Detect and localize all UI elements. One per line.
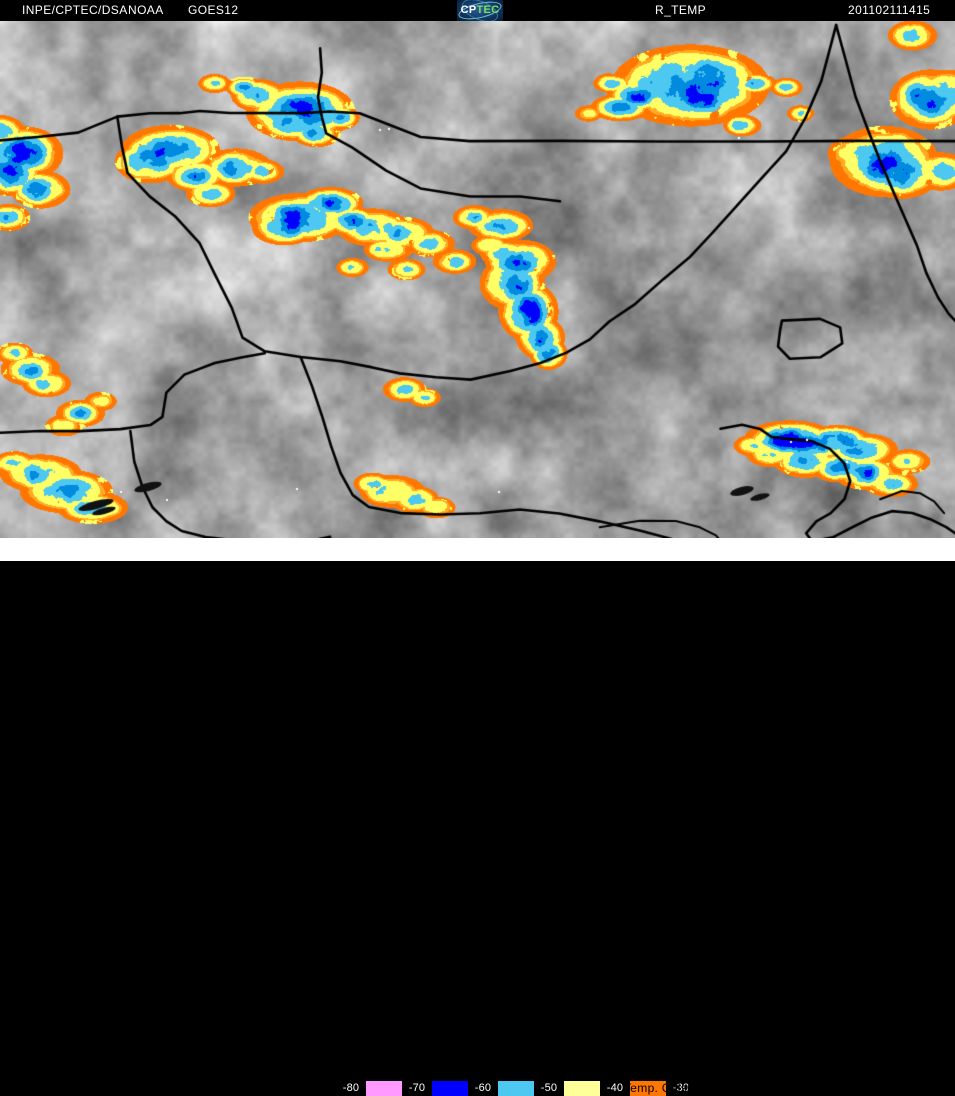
logo-text-cp: CP — [460, 4, 477, 16]
legend-swatch-blue — [432, 1081, 468, 1096]
logo-text: CPTEC — [457, 4, 503, 16]
legend-label-minus50: -50 — [534, 1081, 564, 1096]
header-bar: INPE/CPTEC/DSA NOAA GOES12 R_TEMP 201102… — [0, 0, 955, 21]
source-label: NOAA — [128, 3, 164, 17]
cptec-logo-icon: CPTEC — [457, 0, 503, 21]
legend-swatch-cyan — [498, 1081, 534, 1096]
legend-units-label: Temp. Celsius — [624, 1081, 704, 1095]
legend-swatch-yellow — [564, 1081, 600, 1096]
legend-label-minus70: -70 — [402, 1081, 432, 1096]
satellite-image — [0, 21, 955, 538]
logo-text-tec: TEC — [476, 4, 500, 16]
agency-label: INPE/CPTEC/DSA — [22, 3, 128, 17]
timestamp-label: 201102111415 — [848, 3, 931, 17]
legend-strip: -80 -70 -60 -50 -40 -30 Temp. Celsius — [0, 538, 955, 1096]
legend-swatch-pink — [366, 1081, 402, 1096]
product-label: R_TEMP — [655, 3, 707, 17]
legend-label-minus80: -80 — [336, 1081, 366, 1096]
satellite-label: GOES12 — [188, 3, 239, 17]
satellite-image-canvas — [0, 21, 955, 538]
legend-label-minus60: -60 — [468, 1081, 498, 1096]
